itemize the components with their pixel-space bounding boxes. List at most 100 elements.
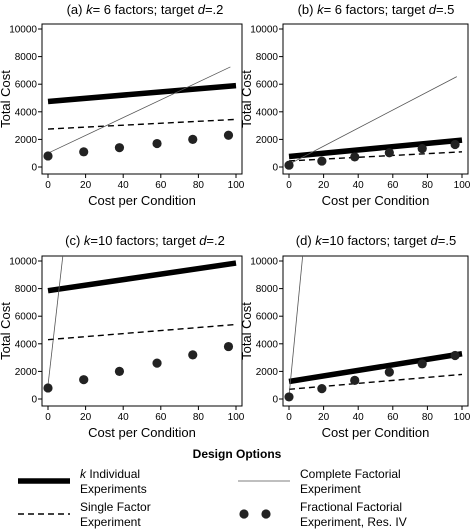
x-tick-label: 40 bbox=[118, 412, 130, 423]
y-tick-label: 4000 bbox=[256, 339, 279, 350]
title-part: =.2 bbox=[205, 2, 223, 17]
panel-b: (b) k= 6 factors; target d=.5 0 2000 4000 60… bbox=[239, 2, 471, 208]
x-tick-label: 20 bbox=[318, 180, 330, 191]
panel-a: (a) k= 6 factors; target d=.2 0 2000 4000 60… bbox=[0, 2, 245, 208]
title-part: = 6 factors; target bbox=[93, 2, 198, 17]
y-tick-label: 8000 bbox=[15, 52, 38, 63]
panel-title: (b) k= 6 factors; target d=.5 bbox=[298, 2, 455, 17]
x-tick-label: 20 bbox=[80, 180, 92, 191]
y-axis-label: Total Cost bbox=[0, 70, 13, 128]
legend-label-line2: Experiments bbox=[80, 482, 147, 496]
legend-label-line1: Single Factor bbox=[80, 500, 151, 514]
fractional-point bbox=[43, 151, 53, 161]
y-tick-label: 10000 bbox=[9, 257, 37, 268]
x-tick-label: 100 bbox=[228, 412, 245, 423]
y-tick-label: 2000 bbox=[15, 135, 38, 146]
x-tick-label: 20 bbox=[80, 412, 92, 423]
title-part: =.5 bbox=[438, 233, 456, 248]
x-tick-label: 0 bbox=[45, 180, 51, 191]
x-axis-label: Cost per Condition bbox=[88, 425, 196, 440]
y-tick-label: 0 bbox=[272, 163, 278, 174]
y-tick-label: 4000 bbox=[15, 107, 38, 118]
x-tick-label: 60 bbox=[387, 412, 399, 423]
x-tick-label: 0 bbox=[286, 180, 292, 191]
y-tick-label: 2000 bbox=[256, 135, 279, 146]
fractional-point bbox=[450, 350, 460, 361]
fractional-point bbox=[188, 350, 198, 360]
legend-label-part: Fractional Factorial bbox=[300, 500, 402, 514]
fractional-point bbox=[284, 160, 294, 170]
y-tick-label: 0 bbox=[272, 395, 278, 406]
y-axis-label: Total Cost bbox=[239, 302, 254, 360]
x-tick-label: 80 bbox=[422, 180, 434, 191]
y-tick-label: 10000 bbox=[250, 25, 278, 36]
title-part: =.2 bbox=[206, 233, 224, 248]
title-part: d bbox=[198, 2, 206, 17]
x-axis-label: Cost per Condition bbox=[322, 425, 430, 440]
y-tick-label: 4000 bbox=[15, 339, 38, 350]
y-axis-label: Total Cost bbox=[0, 302, 13, 360]
complete-line bbox=[47, 66, 231, 154]
panel-c: (c) k=10 factors; target d=.2 0 2000 4000 60… bbox=[0, 233, 245, 440]
legend-label-part: Complete Factorial bbox=[300, 467, 401, 481]
x-tick-label: 40 bbox=[118, 180, 130, 191]
y-tick-label: 6000 bbox=[256, 312, 279, 323]
x-tick-label: 100 bbox=[228, 180, 245, 191]
fractional-point bbox=[79, 375, 89, 385]
single-line bbox=[288, 151, 463, 162]
individual-line bbox=[288, 137, 463, 160]
y-tick-label: 2000 bbox=[256, 367, 279, 378]
plot-frame bbox=[41, 23, 243, 175]
fractional-point bbox=[384, 148, 394, 158]
series-group bbox=[43, 256, 237, 393]
y-axis-label: Total Cost bbox=[239, 70, 254, 128]
fractional-point bbox=[384, 367, 394, 377]
fractional-point bbox=[417, 144, 427, 154]
fractional-point bbox=[43, 383, 53, 393]
x-tick-label: 0 bbox=[45, 412, 51, 423]
fractional-point bbox=[417, 359, 427, 369]
series-group bbox=[284, 256, 463, 402]
x-tick-label: 0 bbox=[286, 412, 292, 423]
y-tick-label: 6000 bbox=[256, 80, 279, 91]
title-part: k bbox=[86, 2, 94, 17]
individual-line bbox=[47, 82, 237, 105]
x-tick-label: 60 bbox=[155, 180, 167, 191]
y-tick-label: 8000 bbox=[256, 284, 279, 295]
single-line bbox=[47, 118, 237, 130]
plot-frame bbox=[41, 255, 243, 407]
complete-line bbox=[288, 256, 304, 397]
panel-title: (d) k=10 factors; target d=.5 bbox=[296, 233, 456, 248]
legend-label-line2: Experiment bbox=[300, 482, 361, 496]
title-part: (d) bbox=[296, 233, 316, 248]
title-part: d bbox=[429, 2, 437, 17]
legend-label-line2: Experiment, Res. IV bbox=[300, 515, 407, 529]
fractional-point bbox=[350, 375, 360, 385]
fractional-point bbox=[114, 143, 125, 153]
legend-label-part: Single Factor bbox=[80, 500, 151, 514]
legend-title: Design Options bbox=[193, 447, 282, 461]
y-tick-label: 8000 bbox=[15, 284, 38, 295]
panels: (a) k= 6 factors; target d=.202000400060… bbox=[0, 2, 471, 440]
fractional-point bbox=[79, 147, 89, 157]
y-tick-label: 10000 bbox=[250, 257, 278, 268]
x-tick-label: 20 bbox=[318, 412, 330, 423]
y-tick-label: 10000 bbox=[9, 25, 37, 36]
series-group bbox=[43, 66, 237, 161]
title-part: k bbox=[317, 2, 325, 17]
legend-label-line1: k Individual bbox=[80, 467, 140, 481]
y-tick-label: 8000 bbox=[256, 52, 279, 63]
legend-swatch bbox=[239, 509, 249, 519]
fractional-point bbox=[152, 358, 162, 368]
fractional-point bbox=[317, 156, 327, 166]
y-tick-label: 4000 bbox=[256, 107, 279, 118]
legend-label-part: k bbox=[80, 467, 87, 481]
plot-frame bbox=[282, 23, 469, 175]
title-part: k bbox=[84, 233, 92, 248]
individual-line bbox=[288, 351, 463, 385]
